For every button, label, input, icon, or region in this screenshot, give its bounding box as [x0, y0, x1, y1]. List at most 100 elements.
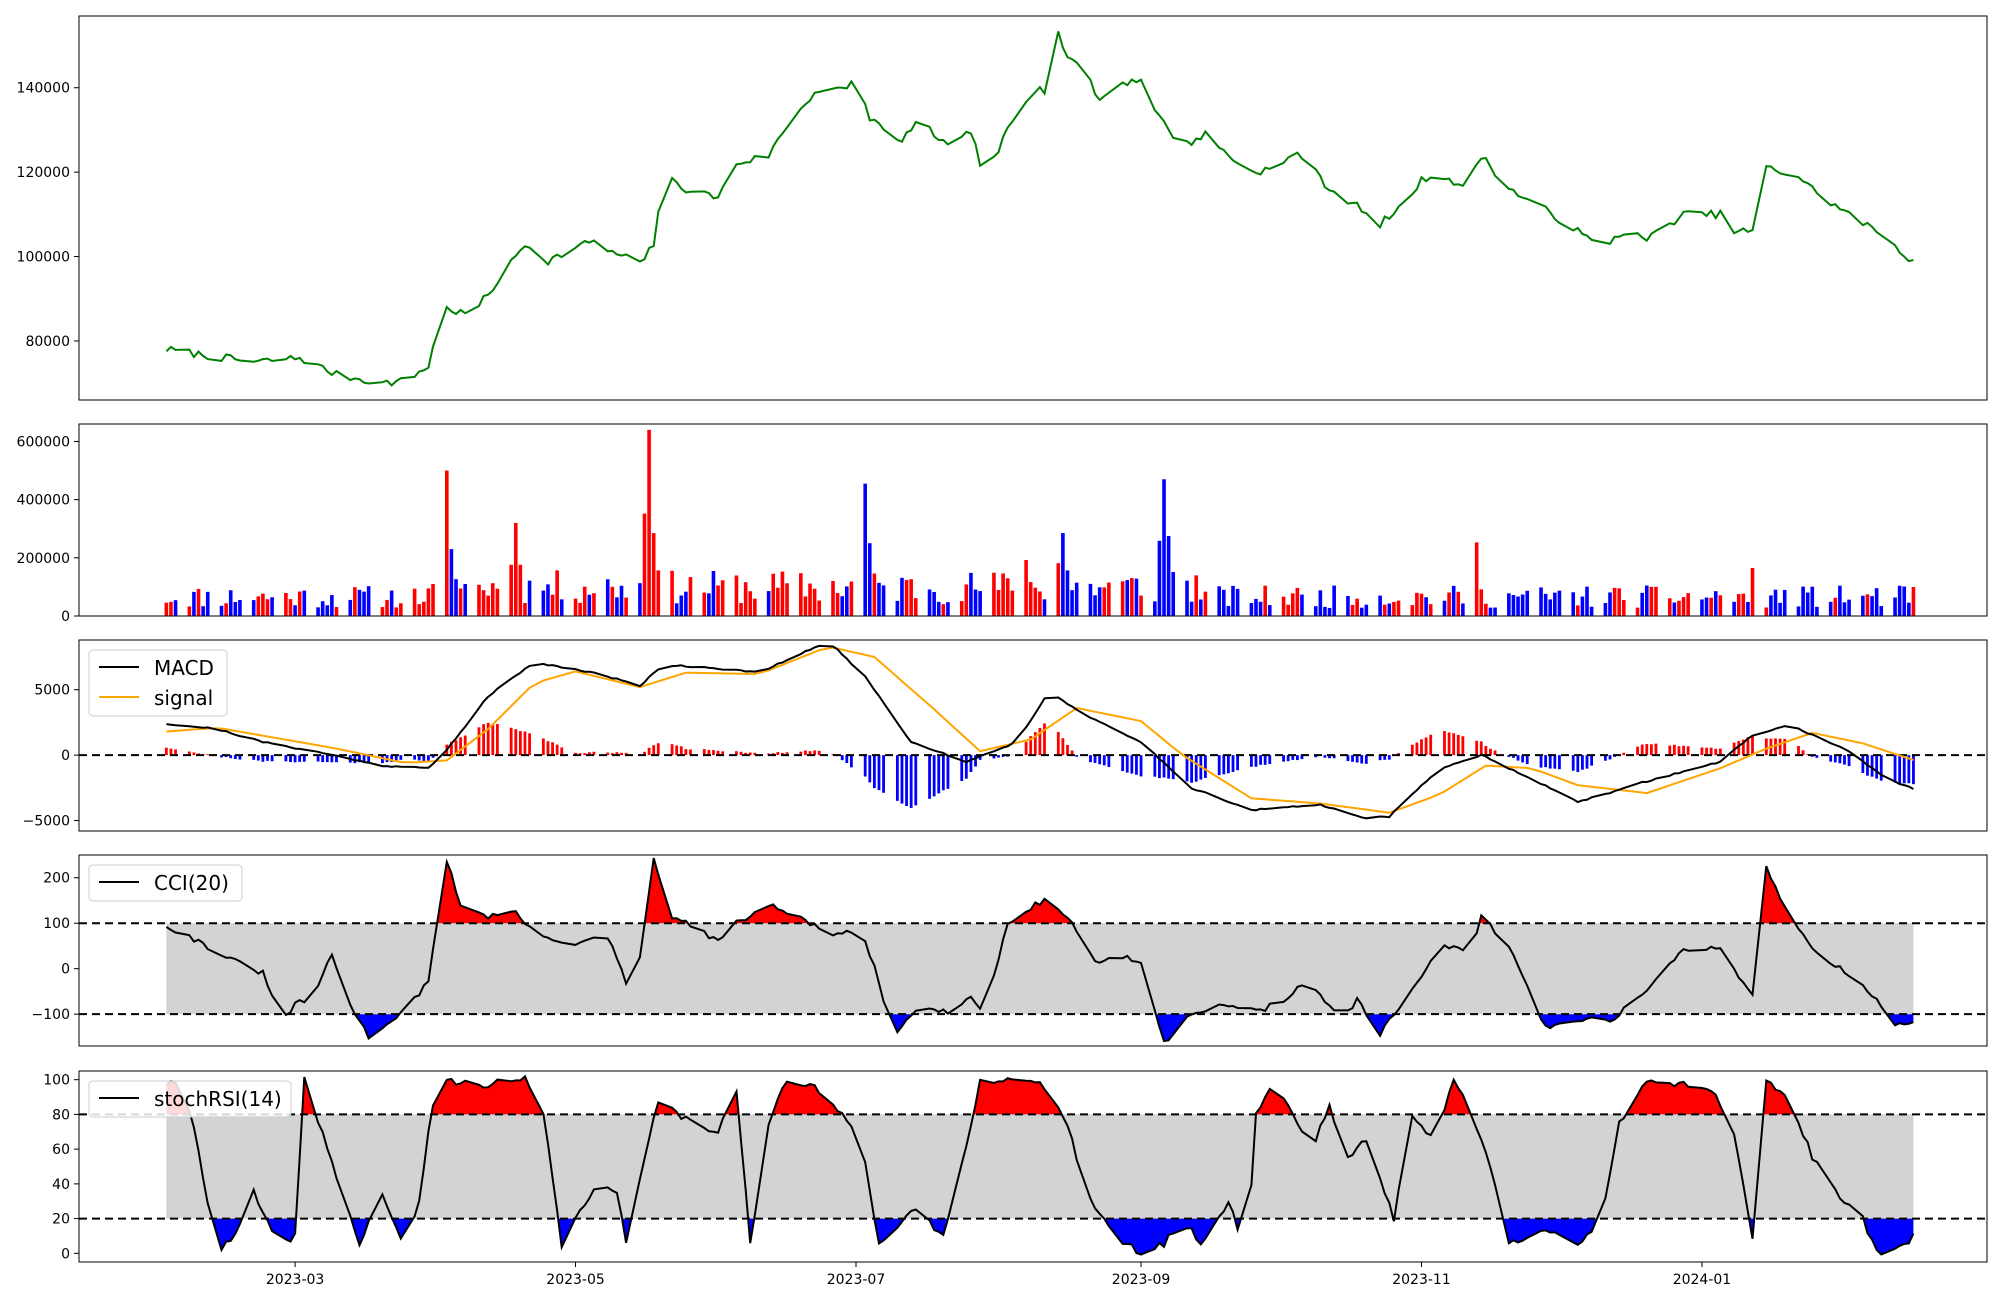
volume-bar	[514, 523, 518, 616]
volume-bar	[574, 599, 578, 616]
macd-histogram-bar	[901, 755, 904, 803]
macd-histogram-bar	[1121, 755, 1124, 771]
volume-bar	[1420, 594, 1424, 616]
volume-bar	[1673, 603, 1677, 616]
macd-histogram-bar	[1360, 755, 1363, 763]
volume-bar	[450, 549, 454, 616]
macd-histogram-bar	[1645, 744, 1648, 755]
macd-histogram-bar	[1586, 755, 1589, 769]
macd-histogram-bar	[1650, 744, 1653, 755]
volume-bar	[1548, 599, 1552, 616]
volume-bar	[850, 582, 854, 616]
volume-bar	[620, 586, 624, 616]
macd-histogram-bar	[1710, 748, 1713, 755]
macd-histogram-bar	[542, 738, 545, 755]
volume-bar	[1636, 608, 1640, 616]
volume-bar	[1250, 603, 1254, 616]
volume-bar	[960, 601, 964, 616]
stochrsi-ytick-label: 20	[52, 1212, 70, 1228]
volume-bar	[909, 579, 913, 616]
volume-bar	[1323, 607, 1327, 616]
cci-legend-label: CCI(20)	[154, 871, 229, 895]
volume-bar	[1521, 595, 1525, 616]
volume-bar	[197, 589, 201, 616]
volume-bar	[652, 533, 656, 616]
macd-histogram-bar	[1443, 731, 1446, 755]
macd-histogram-bar	[1163, 755, 1166, 777]
volume-bar	[1098, 587, 1102, 616]
volume-bar	[1765, 607, 1769, 616]
macd-histogram-bar	[1356, 755, 1359, 762]
volume-bar	[1011, 591, 1015, 616]
volume-bar	[882, 585, 886, 616]
macd-histogram-bar	[478, 727, 481, 755]
macd-histogram-bar	[937, 755, 940, 793]
macd-histogram-bar	[1609, 755, 1612, 759]
volume-bar	[560, 599, 564, 616]
price-ytick-label: 80000	[25, 334, 70, 350]
volume-bar	[1056, 563, 1060, 616]
volume-ytick-label: 400000	[17, 493, 70, 509]
volume-bar	[1709, 598, 1713, 616]
volume-bar	[1461, 603, 1465, 616]
macd-histogram-bar	[1701, 747, 1704, 755]
volume-bar	[1415, 593, 1419, 616]
macd-histogram-bar	[193, 752, 196, 755]
macd-histogram-bar	[1553, 755, 1556, 769]
volume-bar	[1677, 601, 1681, 616]
cci-ytick-label: 0	[61, 962, 70, 978]
macd-histogram-bar	[1687, 746, 1690, 755]
cci-ytick-label: 100	[43, 916, 70, 932]
volume-bar	[808, 584, 812, 616]
volume-bar	[1489, 608, 1493, 616]
volume-bar	[289, 599, 293, 616]
macd-histogram-bar	[1517, 755, 1520, 760]
macd-histogram-bar	[1172, 755, 1175, 779]
volume-bar	[509, 565, 513, 616]
volume-bar	[321, 601, 325, 616]
volume-bar	[261, 594, 265, 616]
volume-bar	[1167, 536, 1171, 616]
volume-bar	[1093, 595, 1097, 616]
volume-bar	[1006, 578, 1010, 616]
volume-bar	[1130, 578, 1134, 616]
volume-bar	[1544, 594, 1548, 616]
volume-bar	[1061, 533, 1065, 616]
macd-histogram-bar	[1107, 755, 1110, 767]
volume-bar	[877, 583, 881, 616]
macd-ytick-label: −5000	[23, 814, 70, 830]
volume-bar	[997, 590, 1001, 616]
volume-bar	[417, 604, 421, 616]
volume-bar	[1732, 602, 1736, 616]
macd-histogram-bar	[1705, 748, 1708, 755]
macd-histogram-bar	[1130, 755, 1133, 773]
macd-histogram-bar	[1232, 755, 1235, 772]
volume-bar	[298, 592, 302, 616]
macd-histogram-bar	[680, 746, 683, 755]
volume-bar	[831, 581, 835, 616]
macd-histogram-bar	[491, 724, 494, 755]
macd-histogram-bar	[496, 724, 499, 755]
volume-bar	[1912, 587, 1916, 616]
macd-histogram-bar	[519, 731, 522, 755]
volume-bar	[284, 593, 288, 616]
volume-bar	[394, 607, 398, 616]
volume-bar	[1286, 605, 1290, 616]
volume-bar	[1125, 580, 1129, 616]
macd-histogram-bar	[1861, 755, 1864, 773]
volume-bar	[896, 601, 900, 616]
macd-histogram-bar	[1871, 755, 1874, 777]
macd-histogram-bar	[1264, 755, 1267, 765]
volume-bar	[1815, 607, 1819, 616]
volume-bar	[1686, 593, 1690, 616]
macd-histogram-bar	[583, 753, 586, 755]
macd-histogram-bar	[294, 755, 297, 762]
volume-bar	[1263, 586, 1267, 616]
macd-histogram-bar	[326, 755, 329, 762]
macd-histogram-bar	[1103, 755, 1106, 765]
volume-bar	[1346, 596, 1350, 616]
volume-bar	[551, 595, 555, 616]
volume-bar	[767, 591, 771, 616]
macd-legend-label: MACD	[154, 656, 214, 680]
